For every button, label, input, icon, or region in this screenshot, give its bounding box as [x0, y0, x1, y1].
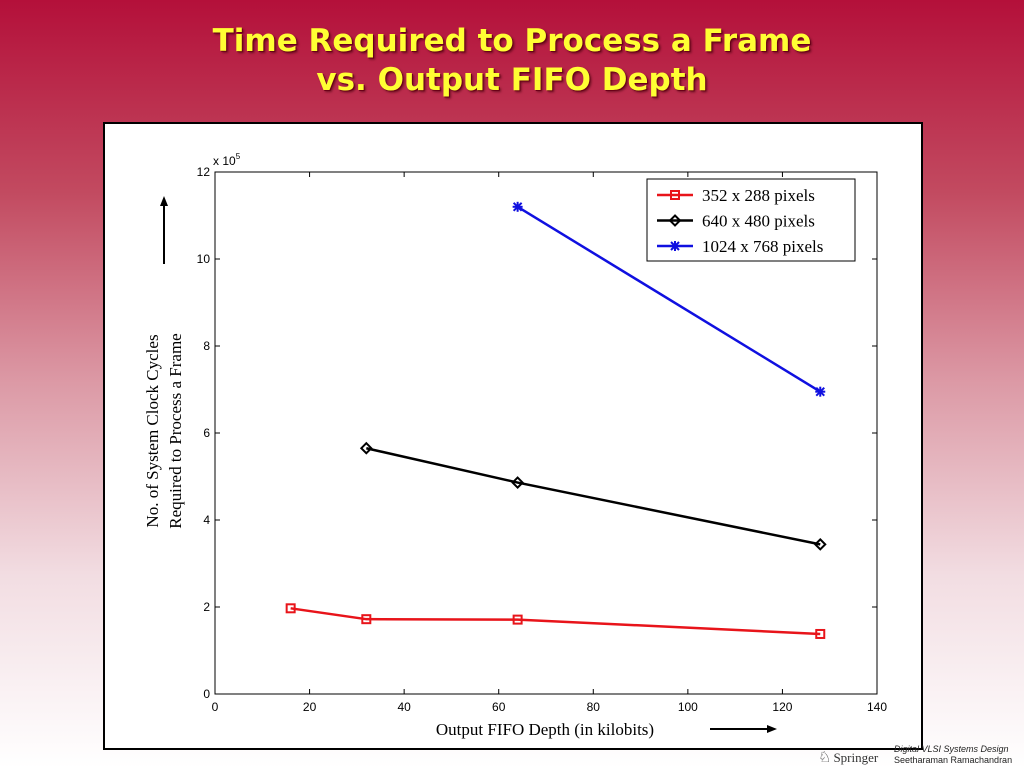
- legend-label: 1024 x 768 pixels: [702, 237, 823, 256]
- y-tick-label: 8: [203, 339, 210, 353]
- line-chart: 0 20 40 60 80 100 120 140 0 2 4 6 8 10 12 352 x 288 pi…: [143, 152, 887, 739]
- y-axis-label-line2: Required to Process a Frame: [166, 333, 185, 528]
- x-direction-arrow: [710, 725, 777, 733]
- springer-logo: ♘ Springer: [818, 748, 878, 767]
- y-axis-label-line1: No. of System Clock Cycles: [143, 334, 162, 527]
- x-tick-label: 40: [397, 700, 411, 714]
- publisher-name: Springer: [833, 750, 879, 765]
- slide-title-line2: vs. Output FIFO Depth: [316, 62, 708, 98]
- series-1: [285, 603, 826, 639]
- y-multiplier: x 105: [213, 152, 241, 168]
- legend-entry: 640 x 480 pixels: [657, 212, 815, 231]
- x-tick-label: 60: [492, 700, 506, 714]
- y-tick-label: 10: [197, 252, 211, 266]
- star-stroke: [512, 202, 523, 212]
- data-point-star: [815, 386, 826, 397]
- y-tick-label: 12: [197, 165, 211, 179]
- slide-title: Time Required to Process a Frame vs. Out…: [0, 22, 1024, 100]
- legend-label: 352 x 288 pixels: [702, 186, 815, 205]
- x-tick-label: 120: [772, 700, 792, 714]
- book-author: Seetharaman Ramachandran: [894, 755, 1013, 765]
- data-point-diamond: [813, 537, 827, 551]
- data-point-square: [512, 614, 523, 625]
- x-tick-label: 140: [867, 700, 887, 714]
- data-point-diamond: [668, 214, 682, 227]
- y-multiplier-base: x 10: [213, 154, 236, 168]
- data-point-diamond: [511, 476, 525, 490]
- y-tick-label: 2: [203, 600, 210, 614]
- y-tick-label: 4: [203, 513, 210, 527]
- star-stroke: [815, 386, 825, 397]
- series-line: [516, 205, 821, 393]
- x-tick-label: 20: [303, 700, 317, 714]
- data-point-star: [512, 201, 523, 212]
- legend-entry: 1024 x 768 pixels: [657, 237, 823, 256]
- series-2: [359, 441, 827, 551]
- book-title: Digital VLSI Systems Design: [894, 744, 1009, 754]
- springer-horse-icon: ♘: [818, 750, 832, 766]
- data-point-square: [361, 614, 372, 625]
- footer: ♘ Springer Digital VLSI Systems Design Se…: [818, 744, 1024, 768]
- data-point-star: [670, 241, 680, 251]
- y-tick-label: 0: [203, 687, 210, 701]
- data-point-square: [670, 190, 680, 200]
- x-tick-label: 80: [587, 700, 601, 714]
- series-3: [512, 201, 826, 397]
- x-axis-label: Output FIFO Depth (in kilobits): [436, 720, 654, 739]
- legend-label: 640 x 480 pixels: [702, 212, 815, 231]
- y-multiplier-exponent: 5: [236, 152, 241, 161]
- slide-title-line1: Time Required to Process a Frame: [212, 23, 812, 59]
- legend-entry: 352 x 288 pixels: [657, 186, 815, 205]
- star-stroke: [670, 241, 680, 251]
- chart-figure: 0 20 40 60 80 100 120 140 0 2 4 6 8 10 12 352 x 288 pi…: [103, 122, 923, 750]
- x-tick-label: 0: [212, 700, 219, 714]
- y-direction-arrow: [160, 196, 168, 264]
- data-point-square: [285, 603, 296, 614]
- series-line: [366, 447, 821, 546]
- x-tick-label: 100: [678, 700, 698, 714]
- series-line: [290, 607, 821, 636]
- data-point-square: [815, 628, 826, 639]
- data-point-diamond: [359, 441, 373, 455]
- y-tick-label: 6: [203, 426, 210, 440]
